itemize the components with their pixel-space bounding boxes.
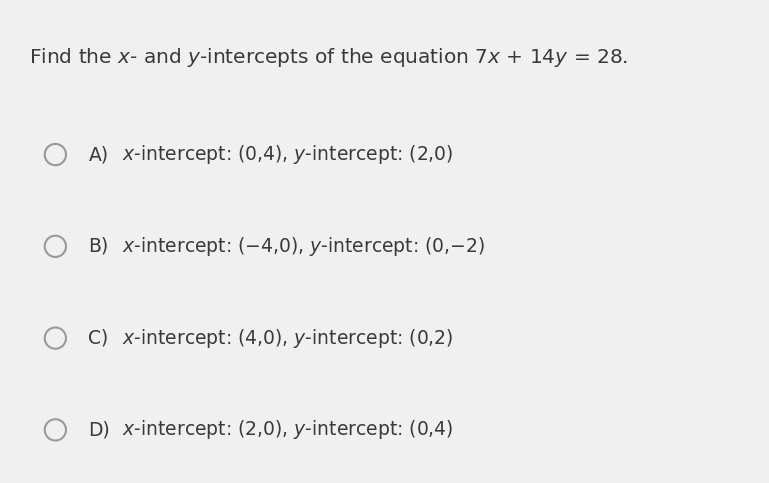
Text: $x$-intercept: (0,4), $y$-intercept: (2,0): $x$-intercept: (0,4), $y$-intercept: (2,… [122, 143, 453, 166]
Text: $x$-intercept: (2,0), $y$-intercept: (0,4): $x$-intercept: (2,0), $y$-intercept: (0,… [122, 418, 453, 441]
Text: B): B) [88, 237, 108, 256]
Text: D): D) [88, 420, 110, 440]
Text: $x$-intercept: (−4,0), $y$-intercept: (0,−2): $x$-intercept: (−4,0), $y$-intercept: (0… [122, 235, 484, 258]
Text: $x$-intercept: (4,0), $y$-intercept: (0,2): $x$-intercept: (4,0), $y$-intercept: (0,… [122, 327, 453, 350]
Text: Find the $x$- and $y$-intercepts of the equation 7$x$ + 14$y$ = 28.: Find the $x$- and $y$-intercepts of the … [29, 46, 628, 70]
Text: A): A) [88, 145, 108, 164]
Text: C): C) [88, 328, 108, 348]
